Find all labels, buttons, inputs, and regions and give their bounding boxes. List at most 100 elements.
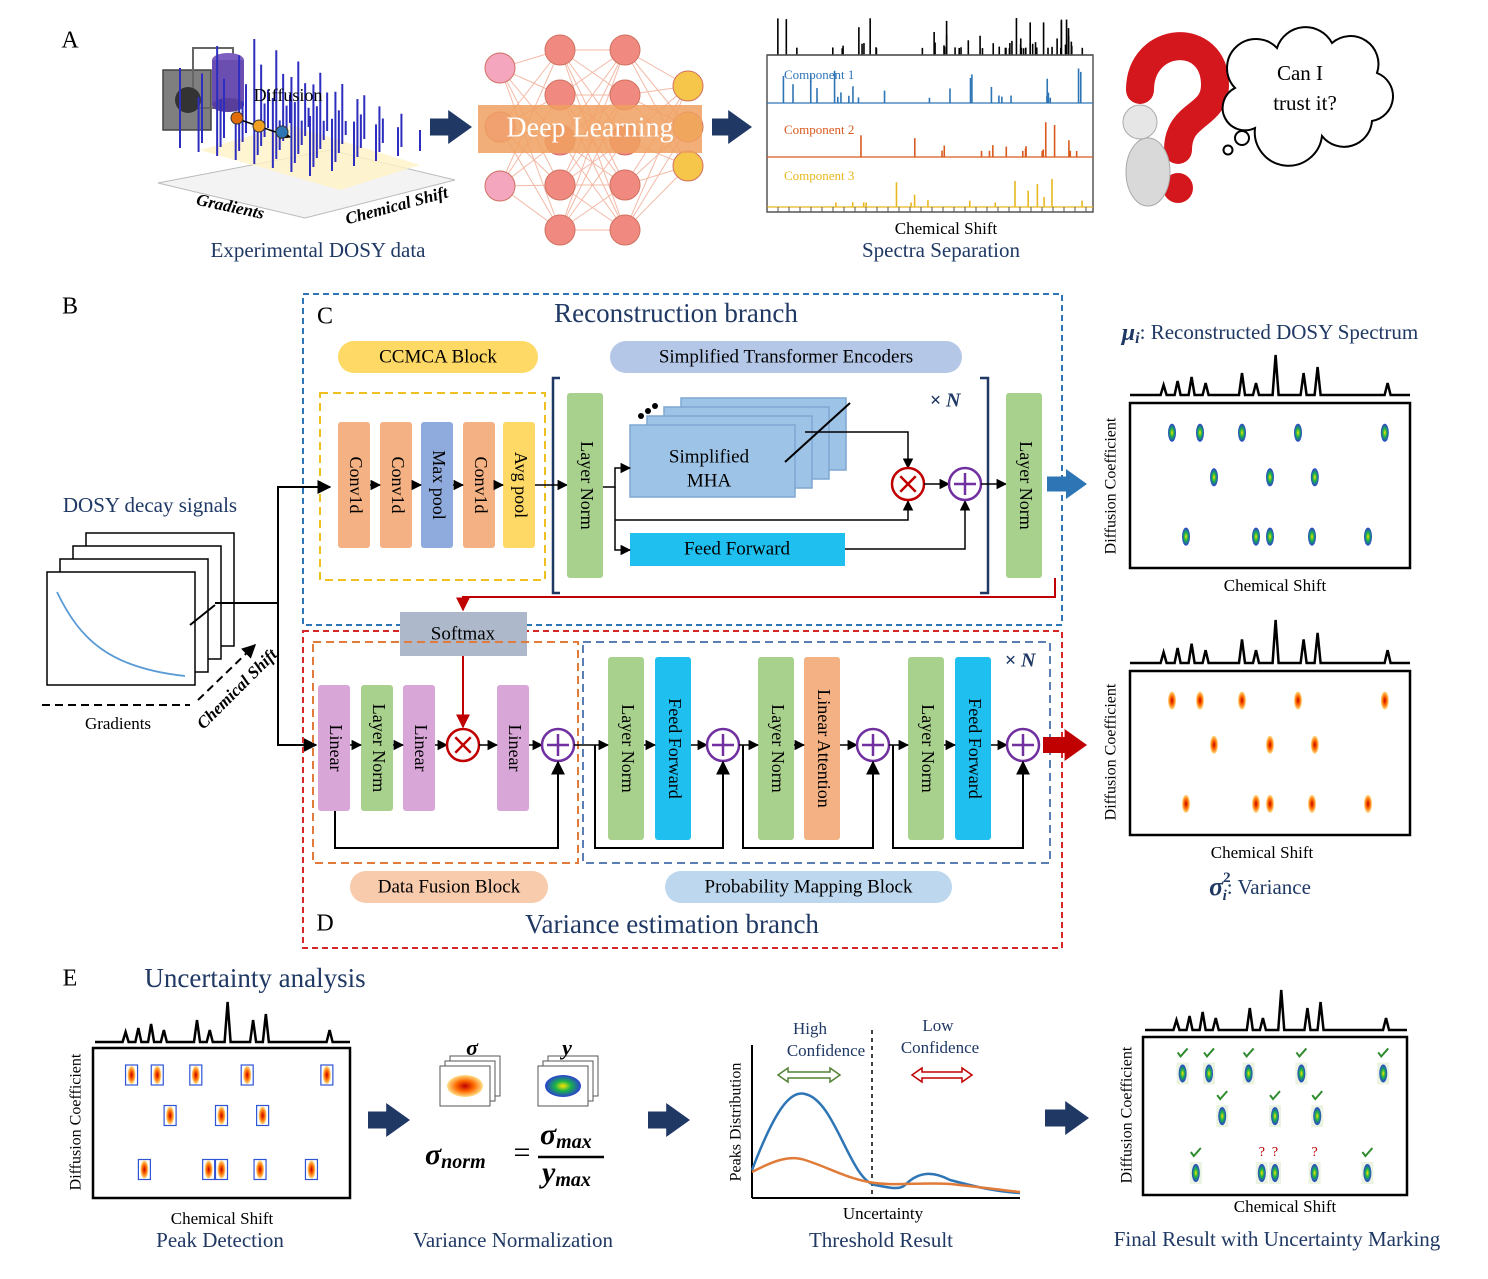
instrument bbox=[175, 87, 201, 113]
nn-edge bbox=[559, 139, 626, 231]
peak-spot bbox=[1252, 794, 1260, 813]
nn-node bbox=[609, 34, 641, 66]
uncertain-mark: ? bbox=[1311, 1145, 1317, 1160]
softmax-block bbox=[400, 612, 527, 656]
molecule bbox=[252, 119, 266, 133]
flow-arrow bbox=[430, 110, 472, 144]
peak-spot bbox=[1266, 468, 1274, 487]
layer-label: Avg pool bbox=[511, 452, 531, 518]
label: Threshold Result bbox=[809, 1228, 953, 1252]
layer-block bbox=[758, 657, 794, 840]
layer-label: Linear bbox=[411, 725, 431, 772]
label: Reconstruction branch bbox=[554, 298, 798, 328]
label: Chemical Shift bbox=[1234, 1197, 1337, 1216]
label: Confidence bbox=[787, 1041, 865, 1060]
stack-dots bbox=[638, 413, 644, 419]
thumb-spot bbox=[545, 1075, 581, 1097]
thought-bubble bbox=[1222, 144, 1234, 156]
math-symbol: σ bbox=[540, 1118, 557, 1151]
block-tag bbox=[350, 871, 548, 903]
peak-spot bbox=[1266, 794, 1274, 813]
distribution-curve bbox=[750, 1092, 1021, 1195]
layer-label: Layer Norm bbox=[918, 704, 938, 792]
layer-block bbox=[318, 685, 350, 811]
flow-arrow bbox=[1043, 729, 1087, 761]
peak-spot bbox=[140, 1160, 149, 1179]
peak-spot bbox=[1252, 527, 1260, 546]
peak-spot bbox=[1297, 1064, 1306, 1083]
uncertain-mark: ? bbox=[1259, 1145, 1265, 1160]
peak-spot bbox=[243, 1066, 252, 1084]
output-title: μi: Reconstructed DOSY Spectrum bbox=[1120, 320, 1418, 347]
dosy-map bbox=[91, 1046, 352, 1200]
bracket bbox=[980, 376, 990, 595]
nn-node bbox=[544, 34, 576, 66]
uncertain-mark: ? bbox=[1272, 1145, 1278, 1160]
thought-bubble bbox=[1234, 130, 1250, 146]
label: Uncertainty bbox=[843, 1204, 924, 1223]
peak-spot bbox=[1308, 794, 1316, 813]
peak-spot bbox=[1364, 527, 1372, 546]
layer-block bbox=[463, 422, 495, 548]
connector bbox=[742, 745, 880, 849]
flow-arrow bbox=[1045, 1101, 1089, 1135]
connector bbox=[334, 760, 565, 849]
label: Component 1 bbox=[784, 67, 854, 82]
math-sub: i bbox=[1223, 888, 1228, 904]
mha-block bbox=[629, 424, 796, 498]
signal-card bbox=[46, 571, 196, 686]
peak-spot bbox=[256, 1160, 265, 1179]
layer-block bbox=[503, 422, 535, 548]
peak-spot bbox=[1313, 1107, 1322, 1126]
math-sub: i bbox=[1135, 330, 1140, 347]
peak-spot bbox=[1364, 794, 1372, 813]
spectrum-trace bbox=[1145, 989, 1407, 1032]
layer-block bbox=[1006, 393, 1042, 578]
label: Experimental DOSY data bbox=[211, 238, 427, 262]
block-tag bbox=[665, 871, 952, 903]
peak-spot bbox=[1380, 423, 1389, 442]
layer-label: Layer Norm bbox=[618, 704, 638, 792]
peak-spot bbox=[1308, 527, 1316, 546]
layer-label: Conv1d bbox=[346, 456, 366, 513]
label: Spectra Separation bbox=[862, 238, 1021, 262]
dosy-map bbox=[1128, 401, 1412, 570]
label: × N bbox=[930, 390, 962, 412]
layer-block bbox=[955, 657, 991, 840]
check-mark bbox=[1269, 1090, 1281, 1101]
connector bbox=[845, 499, 971, 550]
check-mark bbox=[1361, 1147, 1374, 1158]
thumb-spot bbox=[447, 1075, 483, 1097]
layer-label: Feed Forward bbox=[665, 698, 685, 798]
layer-label: Layer Norm bbox=[1016, 441, 1036, 529]
output-text: : Reconstructed DOSY Spectrum bbox=[1140, 320, 1419, 344]
connector bbox=[215, 480, 332, 604]
question-icon bbox=[1126, 32, 1230, 164]
connector bbox=[277, 603, 318, 752]
layer-label: Layer Norm bbox=[768, 704, 788, 792]
math-sup: 2 bbox=[1223, 870, 1231, 886]
peak-spot bbox=[307, 1160, 316, 1179]
layer-label: Max pool bbox=[429, 450, 449, 520]
math-sub: max bbox=[555, 1169, 591, 1191]
label: Final Result with Uncertainty Marking bbox=[1114, 1227, 1441, 1251]
layer-block bbox=[338, 422, 370, 548]
flow-arrow bbox=[368, 1103, 410, 1137]
peak-spot bbox=[1271, 1163, 1279, 1182]
layer-block bbox=[608, 657, 644, 840]
peak-spot bbox=[1168, 423, 1176, 442]
op-glyph bbox=[454, 736, 472, 754]
label: Component 3 bbox=[784, 168, 854, 183]
peak-spot bbox=[322, 1066, 331, 1084]
peak-spot bbox=[1210, 735, 1218, 754]
peak-spot bbox=[1218, 1107, 1227, 1126]
label: Confidence bbox=[901, 1038, 979, 1057]
output-text: : Variance bbox=[1227, 875, 1311, 899]
check-mark bbox=[1311, 1090, 1323, 1101]
panel-label: E bbox=[63, 966, 78, 992]
layer-label: Linear Attention bbox=[814, 689, 834, 807]
flow-arrow bbox=[648, 1103, 690, 1137]
layer-block bbox=[497, 685, 529, 811]
label: Can I bbox=[1277, 61, 1323, 85]
check-mark bbox=[1242, 1047, 1255, 1059]
